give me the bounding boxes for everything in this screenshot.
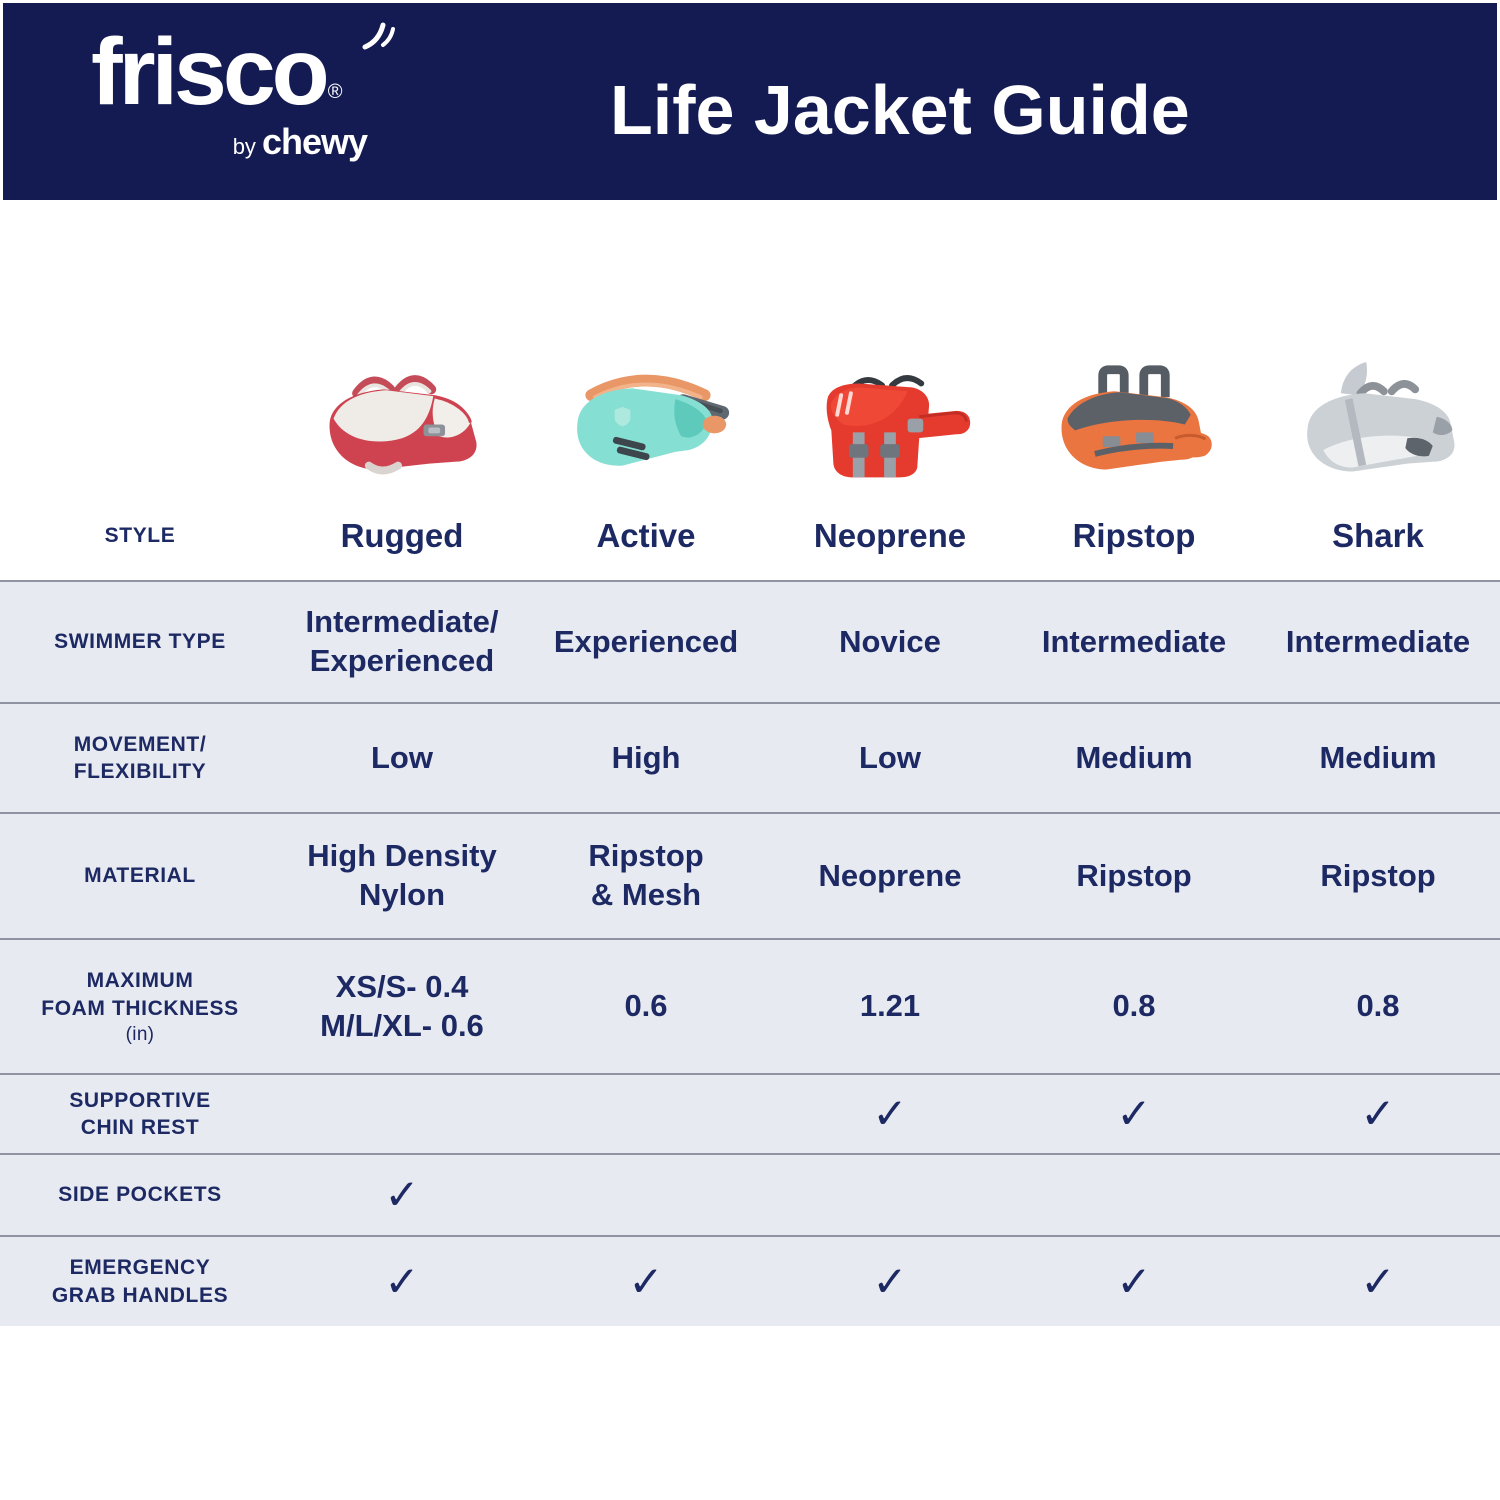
style-row-label: STYLE (104, 524, 176, 548)
product-name-ripstop: Ripstop (1072, 517, 1196, 554)
product-images-row (0, 352, 1500, 492)
header: frisco ® by chewy Life Jacket Guide (3, 3, 1497, 200)
row-sublabel: (in) (125, 1023, 155, 1045)
value-cell: 0.8 (1112, 988, 1156, 1024)
product-image-neoprene (768, 352, 1012, 492)
product-name-neoprene: Neoprene (813, 517, 967, 554)
row-supportive-chin-rest: SUPPORTIVE CHIN REST ✓ ✓ ✓ (0, 1073, 1500, 1153)
product-image-rugged (280, 352, 524, 492)
checkmark-icon: ✓ (872, 1257, 908, 1305)
value-cell: 0.8 (1356, 988, 1400, 1024)
product-name-rugged: Rugged (340, 517, 464, 554)
value-cell: Novice (839, 623, 941, 659)
registered-trademark-symbol: ® (327, 81, 343, 103)
frisco-wordmark-text: frisco (91, 19, 330, 125)
value-cell: Intermediate/ Experienced (305, 604, 499, 678)
empty-corner-cell (0, 352, 280, 492)
frisco-wordmark: frisco ® (91, 22, 395, 120)
checkmark-icon: ✓ (384, 1257, 420, 1305)
product-image-ripstop (1012, 352, 1256, 492)
row-label: SIDE POCKETS (58, 1183, 222, 1207)
byline-chewy: chewy (261, 121, 368, 162)
logo-byline: by chewy (91, 124, 381, 160)
checkmark-icon: ✓ (1116, 1257, 1152, 1305)
value-cell: 0.6 (624, 988, 668, 1024)
row-side-pockets: SIDE POCKETS ✓ (0, 1153, 1500, 1235)
row-label: EMERGENCY GRAB HANDLES (51, 1256, 229, 1307)
row-label: MAXIMUM FOAM THICKNESS (41, 969, 239, 1020)
value-cell: Neoprene (818, 857, 962, 893)
product-image-shark (1256, 352, 1500, 492)
frisco-logo: frisco ® by chewy (91, 22, 395, 160)
value-cell: Intermediate (1285, 623, 1471, 659)
neoprene-jacket-icon (826, 375, 971, 478)
active-jacket-icon (577, 374, 730, 466)
value-cell: Experienced (553, 623, 739, 659)
logo-swoosh-icon (362, 22, 395, 50)
row-material: MATERIAL High Density Nylon Ripstop & Me… (0, 812, 1500, 938)
value-cell: Medium (1319, 739, 1437, 775)
value-cell: XS/S- 0.4 M/L/XL- 0.6 (320, 968, 484, 1043)
checkmark-icon: ✓ (1116, 1090, 1152, 1137)
checkmark-icon: ✓ (872, 1090, 908, 1137)
value-cell: Ripstop & Mesh (588, 838, 704, 912)
row-label: SUPPORTIVE CHIN REST (69, 1088, 211, 1139)
product-image-active (524, 352, 768, 492)
checkmark-icon: ✓ (1360, 1257, 1396, 1305)
checkmark-icon: ✓ (384, 1171, 420, 1218)
row-swimmer-type: SWIMMER TYPE Intermediate/ Experienced E… (0, 580, 1500, 702)
value-cell: Ripstop (1320, 857, 1436, 893)
rugged-jacket-icon (329, 375, 477, 475)
page-title: Life Jacket Guide (610, 71, 1190, 149)
value-cell: Medium (1075, 739, 1193, 775)
byline-by: by (232, 134, 256, 159)
value-cell: 1.21 (859, 988, 921, 1024)
row-label: MATERIAL (84, 864, 196, 888)
row-label: SWIMMER TYPE (54, 630, 226, 654)
comparison-table: SWIMMER TYPE Intermediate/ Experienced E… (0, 580, 1500, 1326)
product-name-shark: Shark (1332, 517, 1424, 554)
shark-jacket-icon (1307, 361, 1455, 472)
row-movement-flexibility: MOVEMENT/ FLEXIBILITY Low High Low Mediu… (0, 702, 1500, 812)
checkmark-icon: ✓ (1360, 1090, 1396, 1137)
value-cell: Ripstop (1076, 857, 1192, 893)
row-emergency-grab-handles: EMERGENCY GRAB HANDLES ✓ ✓ ✓ ✓ ✓ (0, 1235, 1500, 1326)
style-row: STYLE Rugged Active Neoprene Ripstop Sha… (0, 492, 1500, 580)
row-max-foam-thickness: MAXIMUM FOAM THICKNESS (in) XS/S- 0.4 M/… (0, 938, 1500, 1073)
value-cell: High (611, 739, 681, 775)
ripstop-jacket-icon (1061, 365, 1212, 470)
value-cell: Low (859, 739, 921, 775)
checkmark-icon: ✓ (628, 1257, 664, 1305)
value-cell: High Density Nylon (307, 838, 497, 912)
value-cell: Low (371, 739, 433, 775)
product-name-active: Active (596, 517, 696, 554)
value-cell: Intermediate (1041, 623, 1227, 659)
row-label: MOVEMENT/ FLEXIBILITY (73, 732, 207, 783)
